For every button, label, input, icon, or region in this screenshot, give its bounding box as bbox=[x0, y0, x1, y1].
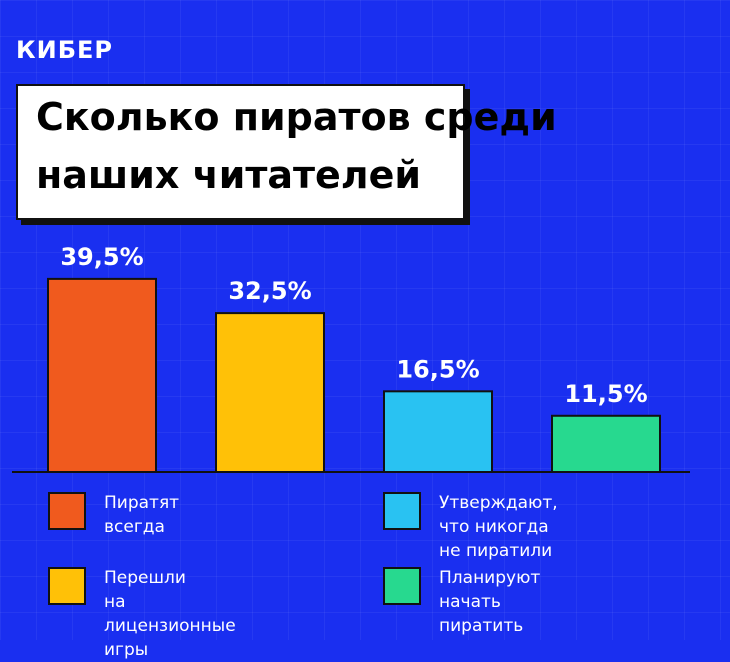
title-card: Сколько пиратов среди наших читателей bbox=[16, 84, 557, 220]
chart-title-line-2: наших читателей bbox=[36, 153, 422, 197]
legend-label: Пиратят всегда bbox=[104, 493, 180, 537]
legend-label: Планируют начать пиратить bbox=[439, 568, 541, 636]
bar-value-label-1: 39,5% bbox=[60, 243, 143, 271]
legend-label: Утверждают, что никогда не пиратили bbox=[439, 493, 558, 561]
legend-swatch bbox=[383, 567, 421, 605]
bar-value-label-2: 32,5% bbox=[228, 277, 311, 305]
bar-1 bbox=[47, 277, 157, 473]
legend-swatch bbox=[48, 567, 86, 605]
legend-swatch bbox=[48, 492, 86, 530]
chart-title-line-1: Сколько пиратов среди bbox=[36, 95, 557, 139]
legend-swatch bbox=[383, 492, 421, 530]
legend-label: Перешли на лицензионные игры bbox=[104, 568, 236, 660]
bar-value-label-4: 11,5% bbox=[564, 380, 647, 408]
bar-2 bbox=[215, 312, 325, 473]
bar-3 bbox=[383, 390, 493, 474]
bar-4 bbox=[551, 414, 661, 473]
bar-value-label-3: 16,5% bbox=[396, 355, 479, 383]
bar-chart: 39,5% 32,5% 16,5% 11,5% bbox=[12, 243, 690, 474]
brand-logo: КИБЕР bbox=[16, 36, 113, 64]
